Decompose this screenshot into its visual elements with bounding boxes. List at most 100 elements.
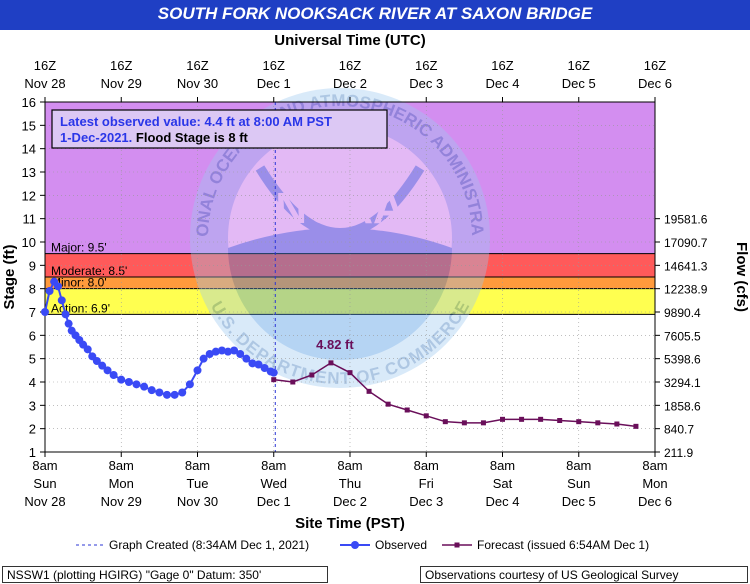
flow-axis-title: Flow (cfs) <box>733 242 750 312</box>
flow-tick-label: 3294.1 <box>664 376 701 390</box>
pst-tick-day: Sun <box>33 476 56 491</box>
utc-tick-date: Nov 30 <box>177 76 218 91</box>
forecast-point <box>633 424 638 429</box>
observed-point <box>54 282 62 290</box>
legend-graph-created-label: Graph Created (8:34AM Dec 1, 2021) <box>109 538 309 552</box>
pst-tick-hour: 8am <box>261 458 286 473</box>
pst-tick-day: Thu <box>339 476 361 491</box>
utc-tick-date: Dec 6 <box>638 76 672 91</box>
forecast-point <box>309 373 314 378</box>
threshold-label-major: Major: 9.5' <box>51 241 107 255</box>
flow-tick-label: 7605.5 <box>664 329 701 343</box>
flow-tick-label: 14641.3 <box>664 259 708 273</box>
observed-point <box>171 391 179 399</box>
pst-tick-hour: 8am <box>490 458 515 473</box>
observed-point <box>117 376 125 384</box>
footer-gage-info: NSSW1 (plotting HGIRG) "Gage 0" Datum: 3… <box>2 566 328 583</box>
utc-tick-date: Dec 5 <box>562 76 596 91</box>
latest-observation-date: 1-Dec-2021. <box>60 130 132 145</box>
forecast-point <box>328 360 333 365</box>
utc-tick-hour: 16Z <box>568 58 590 73</box>
pst-axis-title: Site Time (PST) <box>295 515 405 532</box>
stage-tick-label: 6 <box>29 328 36 343</box>
flow-tick-label: 1858.6 <box>664 399 701 413</box>
observed-point <box>148 386 156 394</box>
observed-point <box>41 308 49 316</box>
observed-point <box>58 296 66 304</box>
pst-tick-day: Tue <box>187 476 209 491</box>
stage-tick-label: 12 <box>22 188 36 203</box>
observed-point <box>163 391 171 399</box>
utc-tick-hour: 16Z <box>491 58 513 73</box>
stage-tick-label: 8 <box>29 282 36 297</box>
pst-tick-day: Fri <box>419 476 434 491</box>
watermark-noaa-text: NOAA <box>275 184 405 233</box>
latest-observation-line2: 1-Dec-2021. Flood Stage is 8 ft <box>60 130 249 145</box>
flood-stage-text: Flood Stage is 8 ft <box>132 130 248 145</box>
forecast-crest-label: 4.82 ft <box>316 337 354 352</box>
utc-tick-hour: 16Z <box>34 58 56 73</box>
observed-point <box>133 380 141 388</box>
stage-tick-label: 10 <box>22 235 36 250</box>
stage-tick-label: 9 <box>29 258 36 273</box>
forecast-point <box>500 417 505 422</box>
forecast-point <box>576 419 581 424</box>
footer-credit: Observations courtesy of US Geological S… <box>420 566 748 583</box>
utc-tick-hour: 16Z <box>644 58 666 73</box>
observed-point <box>125 378 133 386</box>
utc-axis-title: Universal Time (UTC) <box>274 32 425 49</box>
stage-axis-title: Stage (ft) <box>1 245 18 310</box>
observed-point <box>140 383 148 391</box>
flow-tick-label: 211.9 <box>664 446 693 460</box>
flow-tick-label: 5398.6 <box>664 353 701 367</box>
flow-tick-label: 840.7 <box>664 423 694 437</box>
forecast-point <box>481 420 486 425</box>
pst-tick-date: Nov 30 <box>177 494 218 509</box>
stage-tick-label: 5 <box>29 352 36 367</box>
forecast-point <box>424 413 429 418</box>
forecast-point <box>443 419 448 424</box>
legend-observed-label: Observed <box>375 538 427 552</box>
observed-point <box>62 310 70 318</box>
legend-forecast-label: Forecast (issued 6:54AM Dec 1) <box>477 538 649 552</box>
forecast-point <box>271 377 276 382</box>
pst-tick-day: Mon <box>642 476 667 491</box>
pst-tick-hour: 8am <box>642 458 667 473</box>
pst-tick-hour: 8am <box>185 458 210 473</box>
legend-forecast-marker <box>455 543 460 548</box>
utc-tick-hour: 16Z <box>263 58 285 73</box>
observed-point <box>65 320 73 328</box>
stage-tick-label: 7 <box>29 305 36 320</box>
observed-point <box>186 380 194 388</box>
pst-tick-day: Wed <box>261 476 288 491</box>
pst-tick-day: Sat <box>493 476 513 491</box>
stage-tick-label: 14 <box>22 142 36 157</box>
forecast-point <box>367 389 372 394</box>
observed-point <box>194 366 202 374</box>
pst-tick-date: Dec 6 <box>638 494 672 509</box>
stage-tick-label: 15 <box>22 118 36 133</box>
pst-tick-date: Nov 29 <box>101 494 142 509</box>
pst-tick-day: Sun <box>567 476 590 491</box>
flow-tick-label: 17090.7 <box>664 236 708 250</box>
observed-point <box>270 369 278 377</box>
utc-tick-date: Dec 2 <box>333 76 367 91</box>
pst-tick-date: Nov 28 <box>24 494 65 509</box>
observed-point <box>110 371 118 379</box>
utc-tick-date: Nov 28 <box>24 76 65 91</box>
forecast-point <box>519 417 524 422</box>
pst-tick-hour: 8am <box>109 458 134 473</box>
stage-tick-label: 4 <box>29 375 36 390</box>
stage-tick-label: 11 <box>23 212 37 227</box>
stage-tick-label: 13 <box>22 165 36 180</box>
stage-tick-label: 16 <box>22 95 36 110</box>
observed-point <box>46 287 54 295</box>
forecast-point <box>348 370 353 375</box>
forecast-point <box>557 418 562 423</box>
pst-tick-hour: 8am <box>414 458 439 473</box>
utc-tick-date: Nov 29 <box>101 76 142 91</box>
pst-tick-date: Dec 4 <box>486 494 520 509</box>
forecast-point <box>405 408 410 413</box>
observed-point <box>155 389 163 397</box>
